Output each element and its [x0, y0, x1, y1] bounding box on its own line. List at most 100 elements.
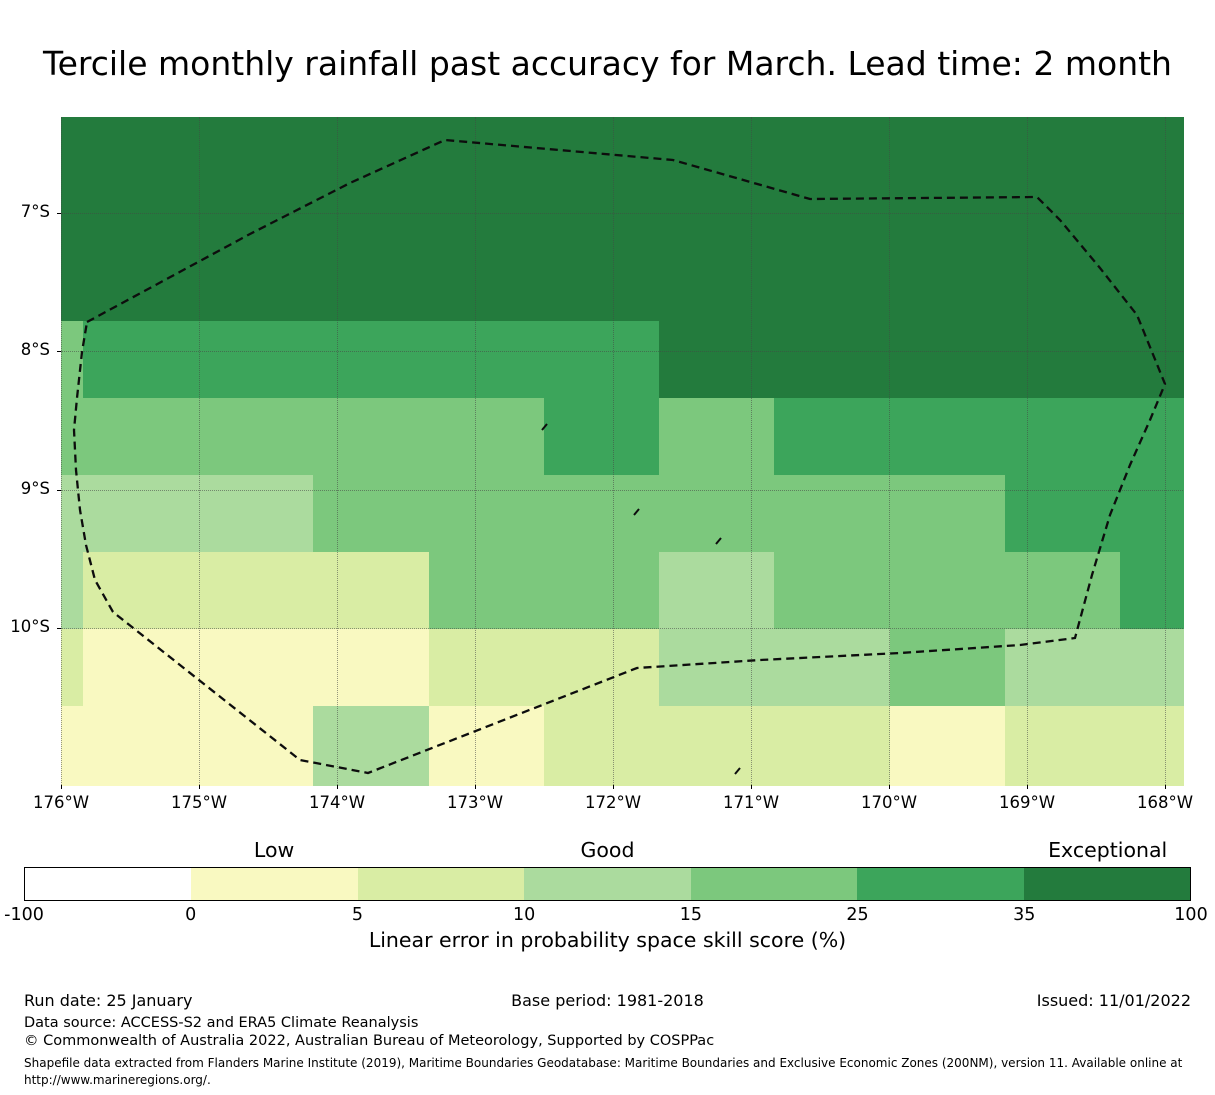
footer-run-date: Run date: 25 January	[24, 991, 193, 1010]
latitude-gridline	[61, 351, 1183, 352]
island-mark	[715, 537, 722, 545]
heatmap-cell	[890, 244, 1006, 322]
heatmap-cell	[61, 706, 84, 786]
latitude-gridline	[61, 213, 1183, 214]
heatmap-cell	[659, 244, 775, 322]
heatmap-cell	[198, 321, 314, 399]
heatmap-cell	[544, 552, 660, 630]
heatmap-cell	[544, 398, 660, 476]
colorbar-tick-label: -100	[4, 905, 44, 925]
eez-boundary-overlay	[72, 138, 1167, 775]
longitude-gridline	[1165, 117, 1166, 785]
heatmap-cell	[1005, 398, 1121, 476]
colorbar	[24, 867, 1191, 901]
colorbar-tick-label: 25	[846, 905, 869, 925]
heatmap-cell	[198, 706, 314, 786]
heatmap-cell	[890, 398, 1006, 476]
latitude-gridline	[61, 490, 1183, 491]
colorbar-segment	[25, 868, 192, 900]
heatmap-cell	[83, 117, 199, 245]
heatmap-cell	[61, 552, 84, 630]
longitude-gridline	[751, 117, 752, 785]
island-mark	[541, 423, 548, 431]
x-tick-label: 176°W	[32, 793, 90, 812]
colorbar-segment	[1023, 868, 1190, 900]
heatmap-cell	[774, 552, 891, 630]
heatmap-cell	[429, 475, 545, 553]
x-tick-label: 174°W	[308, 793, 366, 812]
heatmap-cell	[659, 475, 775, 553]
heatmap-cell	[61, 398, 84, 476]
heatmap-cell	[544, 117, 660, 245]
heatmap-cell	[890, 629, 1006, 707]
x-tick-label: 173°W	[446, 793, 504, 812]
heatmap-cell	[83, 706, 199, 786]
heatmap-cell	[1120, 629, 1184, 707]
longitude-gridline	[475, 117, 476, 785]
heatmap-cell	[83, 475, 199, 553]
footer-shapefile-attribution: Shapefile data extracted from Flanders M…	[24, 1056, 1183, 1070]
heatmap-cell	[198, 244, 314, 322]
heatmap-cell	[83, 629, 199, 707]
x-axis-tick	[613, 785, 614, 789]
heatmap-cell	[313, 475, 430, 553]
x-tick-label: 172°W	[584, 793, 642, 812]
heatmap-cell	[890, 706, 1006, 786]
y-axis-tick	[57, 351, 61, 352]
x-tick-label: 175°W	[170, 793, 228, 812]
heatmap-cell	[429, 629, 545, 707]
heatmap-cell	[774, 321, 891, 399]
heatmap-cell	[659, 117, 775, 245]
y-axis-tick	[57, 490, 61, 491]
heatmap-cell	[198, 117, 314, 245]
x-axis-tick	[1027, 785, 1028, 789]
heatmap-cell	[83, 552, 199, 630]
heatmap-cell	[313, 629, 430, 707]
longitude-gridline	[1027, 117, 1028, 785]
heatmap-cell	[1005, 475, 1121, 553]
island-mark	[734, 767, 741, 775]
heatmap-cell	[313, 552, 430, 630]
heatmap-cell	[83, 321, 199, 399]
colorbar-category-label: Low	[253, 838, 295, 862]
x-axis-tick	[199, 785, 200, 789]
heatmap-cell	[83, 244, 199, 322]
colorbar-tick-label: 35	[1013, 905, 1036, 925]
y-tick-label: 8°S	[20, 340, 50, 359]
heatmap-cell	[659, 706, 775, 786]
heatmap-cell	[544, 244, 660, 322]
heatmap-cell	[1120, 321, 1184, 399]
heatmap-cell	[61, 629, 84, 707]
heatmap-cell	[313, 117, 430, 245]
colorbar-segment	[524, 868, 691, 900]
heatmap-cell	[659, 398, 775, 476]
footer-copyright: © Commonwealth of Australia 2022, Austra…	[24, 1033, 715, 1049]
footer-base-period: Base period: 1981-2018	[511, 991, 704, 1010]
heatmap-cell	[313, 398, 430, 476]
heatmap-cell	[659, 321, 775, 399]
footer-issued-date: Issued: 11/01/2022	[1036, 991, 1191, 1010]
longitude-gridline	[337, 117, 338, 785]
heatmap-cell	[890, 321, 1006, 399]
colorbar-category-label: Good	[580, 838, 635, 862]
x-tick-label: 169°W	[998, 793, 1056, 812]
heatmap-cell	[544, 321, 660, 399]
heatmap-cell	[1120, 117, 1184, 245]
longitude-gridline	[889, 117, 890, 785]
heatmap-cell	[1120, 475, 1184, 553]
heatmap-cell	[198, 552, 314, 630]
chart-title: Tercile monthly rainfall past accuracy f…	[43, 44, 1172, 83]
colorbar-axis-label: Linear error in probability space skill …	[368, 928, 847, 952]
colorbar-tick-label: 0	[185, 905, 197, 925]
x-tick-label: 168°W	[1136, 793, 1194, 812]
map-plot-area	[61, 117, 1184, 786]
heatmap-cell	[774, 475, 891, 553]
x-axis-tick	[475, 785, 476, 789]
heatmap-cell	[774, 117, 891, 245]
heatmap-cell	[890, 117, 1006, 245]
island-mark	[633, 508, 640, 516]
heatmap-cell	[198, 398, 314, 476]
heatmap-cell	[429, 321, 545, 399]
heatmap-cell	[429, 398, 545, 476]
heatmap-cell	[774, 244, 891, 322]
